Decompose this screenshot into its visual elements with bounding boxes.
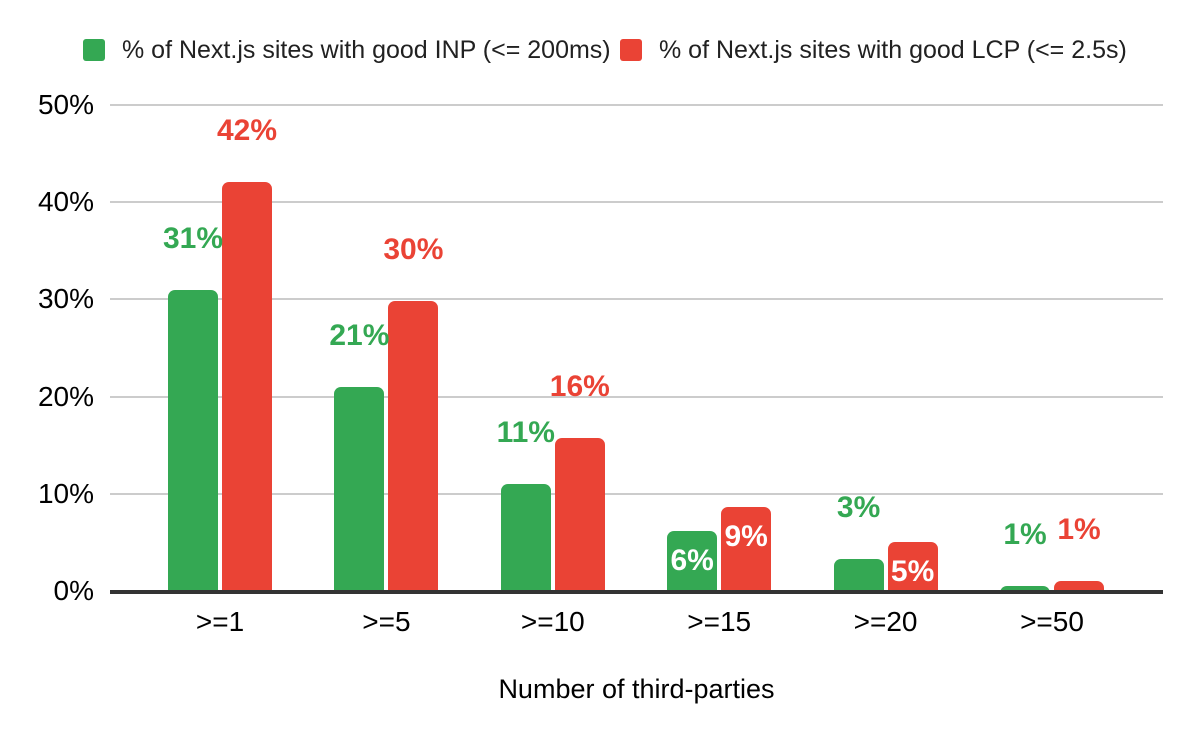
y-tick-label: 30% [37, 283, 94, 315]
bar-value-label-lcp: 5% [890, 555, 935, 589]
y-tick-label: 40% [37, 186, 94, 218]
bar-value-label-inp: 31% [162, 221, 224, 255]
legend-swatch-lcp-icon [620, 39, 642, 61]
gridline [110, 104, 1163, 106]
y-tick-label: 20% [37, 380, 94, 412]
legend-item-inp: % of Next.js sites with good INP (<= 200… [83, 34, 611, 66]
bar-value-label-lcp: 16% [549, 370, 610, 404]
x-tick-label: >=20 [853, 606, 918, 637]
bar-value-label-inp: 21% [329, 318, 390, 352]
bar-inp-gege20 [833, 558, 884, 594]
bar-lcp-gege15 [721, 507, 772, 594]
legend-item-lcp: % of Next.js sites with good LCP (<= 2.5… [620, 34, 1127, 66]
gridline [110, 298, 1163, 301]
bar-value-label-inp: 11% [496, 416, 555, 450]
x-tick-label: >=10 [520, 606, 585, 637]
bar-value-label-lcp: 1% [1057, 513, 1101, 547]
bar-value-label-inp: 3% [836, 490, 881, 524]
legend-label-inp: % of Next.js sites with good INP (<= 200… [122, 35, 611, 64]
bar-inp-gege10 [500, 484, 551, 594]
bar-value-label-lcp: 30% [383, 233, 444, 267]
legend-label-lcp: % of Next.js sites with good LCP (<= 2.5… [659, 35, 1127, 64]
x-tick-label: >=15 [687, 606, 752, 637]
x-tick-label: >=5 [362, 606, 411, 637]
bar-value-label-inp: 6% [670, 543, 714, 577]
gridline [110, 492, 1163, 495]
x-axis-title: Number of third-parties [498, 674, 775, 704]
bar-value-label-lcp: 42% [216, 113, 278, 147]
bar-value-label-inp: 1% [1003, 518, 1047, 552]
bar-lcp-gege10 [554, 438, 605, 594]
legend-swatch-inp-icon [83, 39, 105, 61]
bar-inp-gege5 [334, 386, 385, 594]
bar-lcp-gege1 [222, 181, 272, 594]
y-tick-label: 50% [37, 89, 94, 120]
x-tick-label: >=50 [1020, 606, 1084, 637]
y-tick-label: 0% [53, 575, 94, 606]
y-tick-label: 10% [37, 477, 94, 509]
x-axis-line [110, 590, 1163, 594]
gridline [110, 395, 1163, 398]
bar-inp-gege15 [667, 530, 718, 594]
bar-lcp-gege5 [388, 301, 439, 594]
bar-lcp-gege20 [887, 542, 938, 594]
bar-value-label-lcp: 9% [724, 520, 768, 554]
gridline [110, 201, 1163, 204]
bar-inp-gege1 [168, 289, 218, 594]
x-tick-label: >=1 [195, 606, 245, 637]
